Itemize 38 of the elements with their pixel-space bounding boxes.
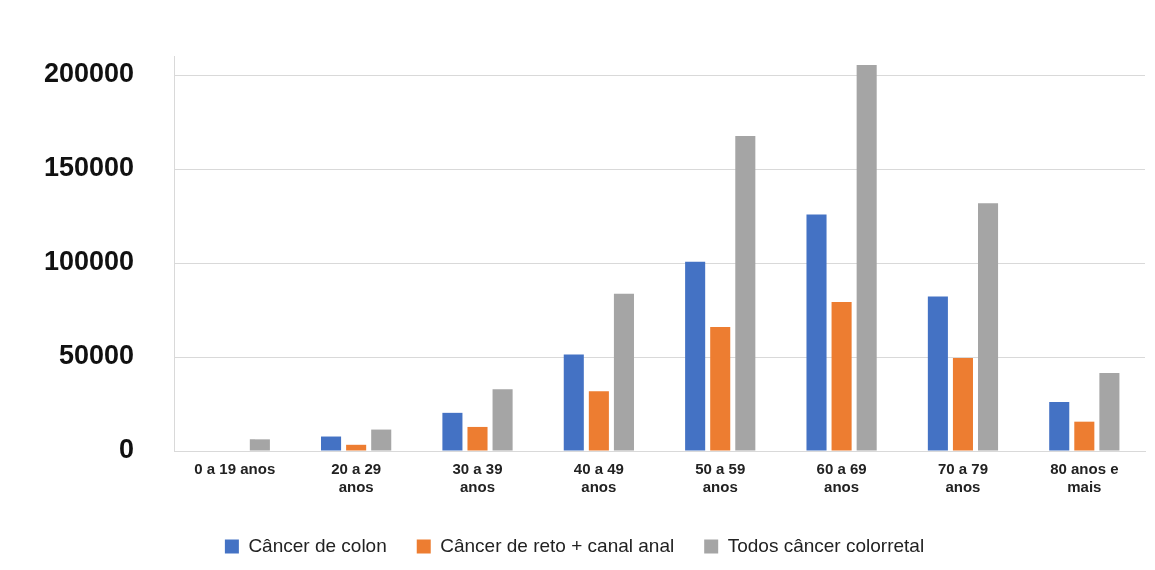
x-tick-label: 20 a 29 anos bbox=[331, 460, 382, 496]
y-tick-label: 200000 bbox=[43, 58, 135, 89]
x-tick-label: 80 anos e mais bbox=[1050, 460, 1119, 496]
bar bbox=[346, 444, 367, 451]
legend-label: Todos câncer colorretal bbox=[727, 534, 925, 556]
bar bbox=[685, 261, 706, 451]
bar bbox=[856, 65, 877, 451]
bar bbox=[467, 426, 488, 451]
bar bbox=[952, 357, 973, 451]
bar bbox=[831, 301, 852, 451]
x-tick-label: 70 a 79 anos bbox=[937, 460, 988, 496]
bar bbox=[492, 389, 513, 451]
y-tick-label: 0 bbox=[119, 434, 135, 465]
bar bbox=[1099, 372, 1120, 451]
bar bbox=[563, 354, 584, 451]
bar bbox=[735, 136, 756, 451]
x-tick-label: 60 a 69 anos bbox=[816, 460, 867, 496]
y-tick-label: 150000 bbox=[43, 152, 135, 183]
bar bbox=[442, 412, 463, 451]
bar bbox=[927, 296, 948, 451]
legend-label: Câncer de reto + canal anal bbox=[440, 534, 675, 556]
bar bbox=[588, 391, 609, 451]
legend-label: Câncer de colon bbox=[248, 534, 387, 556]
x-tick-label: 40 a 49 anos bbox=[573, 460, 624, 496]
x-tick-label: 30 a 39 anos bbox=[452, 460, 503, 496]
bar bbox=[371, 429, 392, 451]
bar bbox=[806, 214, 827, 451]
bar bbox=[1074, 421, 1095, 451]
bar bbox=[1049, 402, 1070, 451]
bar bbox=[613, 293, 634, 451]
x-tick-label: 50 a 59 anos bbox=[695, 460, 746, 496]
y-tick-label: 100000 bbox=[43, 246, 135, 277]
bar bbox=[978, 203, 999, 451]
bar bbox=[321, 436, 342, 451]
x-tick-label: 0 a 19 anos bbox=[194, 460, 276, 478]
bar bbox=[710, 326, 731, 451]
y-tick-label: 50000 bbox=[59, 340, 135, 371]
bar bbox=[249, 439, 270, 451]
